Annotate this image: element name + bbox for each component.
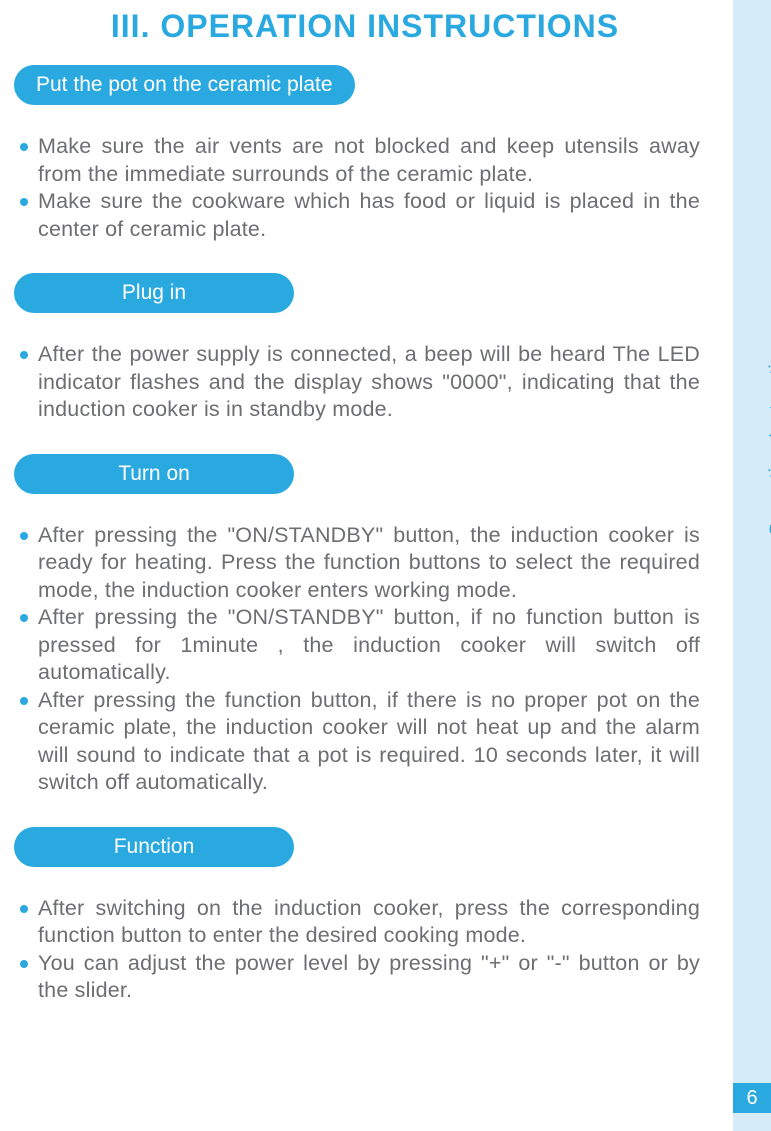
section-heading: Put the pot on the ceramic plate: [14, 65, 355, 105]
section-heading: Plug in: [14, 273, 294, 313]
bullet-item: After switching on the induction cooker,…: [20, 895, 700, 950]
side-tab: [733, 0, 771, 1131]
bullet-item: After pressing the function button, if t…: [20, 687, 700, 797]
section-function: Function After switching on the inductio…: [20, 827, 700, 1005]
bullet-item: After pressing the "ON/STANDBY" button, …: [20, 522, 700, 605]
section-plug-in: Plug in After the power supply is connec…: [20, 273, 700, 424]
section-put-pot: Put the pot on the ceramic plate Make su…: [20, 65, 700, 243]
page-title: III. OPERATION INSTRUCTIONS: [20, 0, 710, 65]
bullet-item: Make sure the air vents are not blocked …: [20, 133, 700, 188]
bullet-list: After the power supply is connected, a b…: [20, 341, 700, 424]
section-heading: Turn on: [14, 454, 294, 494]
section-heading: Function: [14, 827, 294, 867]
bullet-item: After the power supply is connected, a b…: [20, 341, 700, 424]
bullet-list: After pressing the "ON/STANDBY" button, …: [20, 522, 700, 797]
page-number: 6: [733, 1083, 771, 1113]
section-turn-on: Turn on After pressing the "ON/STANDBY" …: [20, 454, 700, 797]
bullet-item: After pressing the "ON/STANDBY" button, …: [20, 604, 700, 687]
page-content: III. OPERATION INSTRUCTIONS Put the pot …: [0, 0, 700, 1005]
bullet-list: Make sure the air vents are not blocked …: [20, 133, 700, 243]
bullet-item: Make sure the cookware which has food or…: [20, 188, 700, 243]
side-label: Operation Instructions: [767, 330, 771, 537]
bullet-item: You can adjust the power level by pressi…: [20, 950, 700, 1005]
bullet-list: After switching on the induction cooker,…: [20, 895, 700, 1005]
